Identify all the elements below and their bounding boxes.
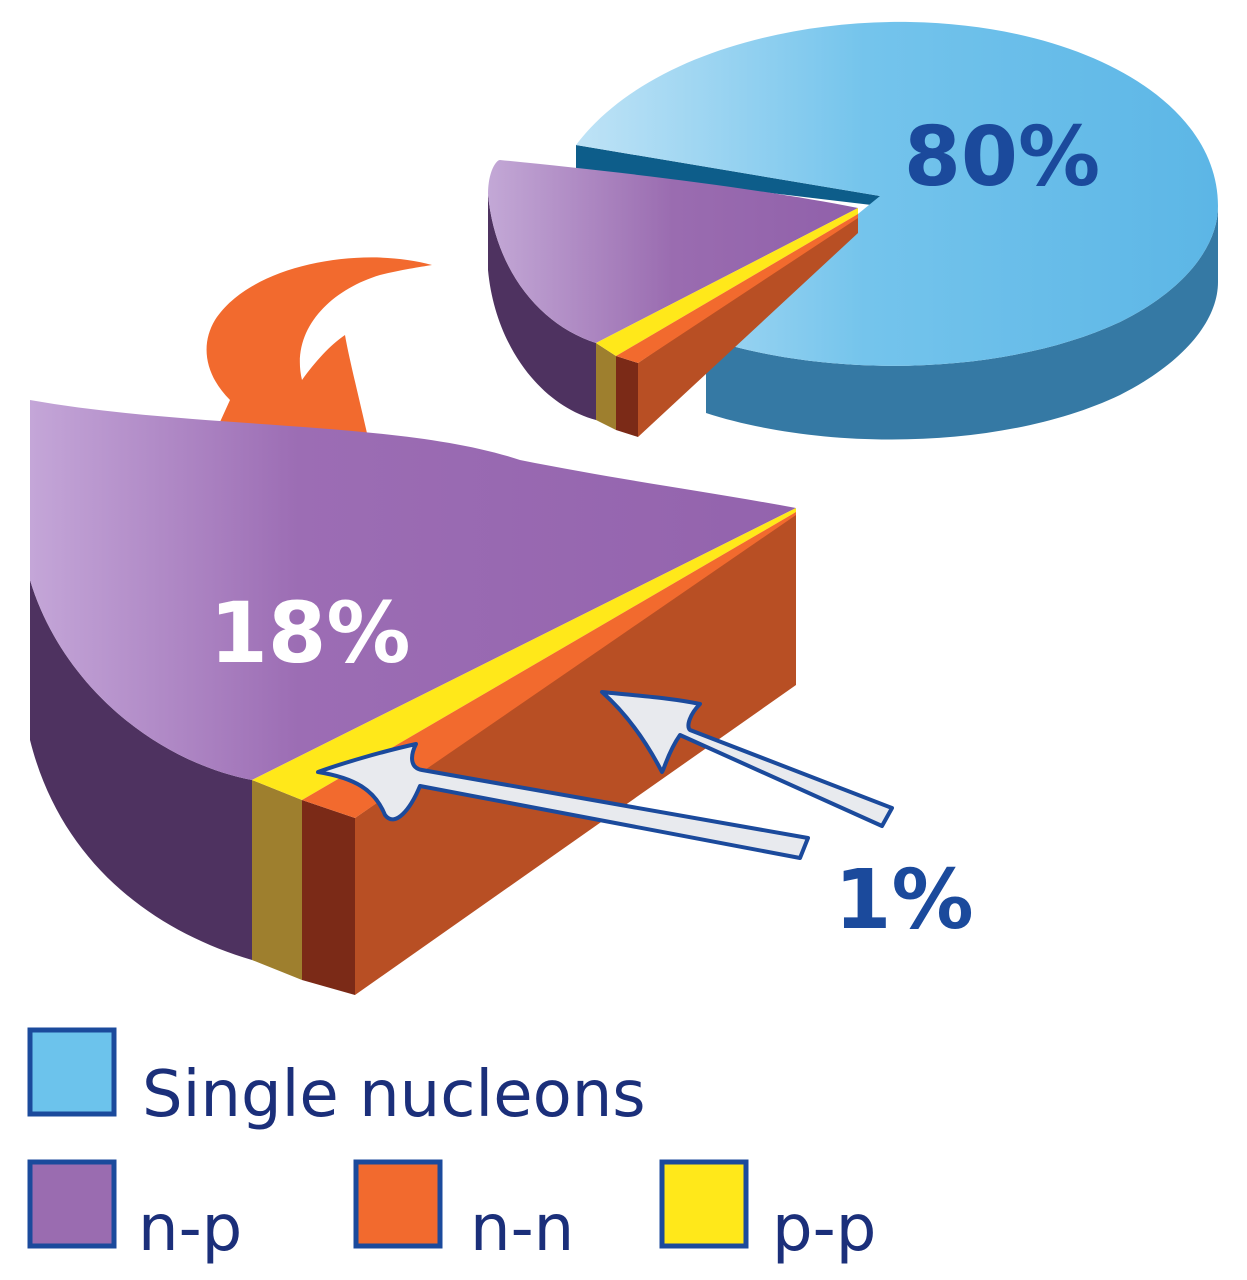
- detail-nn-side: [355, 512, 796, 995]
- detail-slice: 18%: [30, 400, 796, 995]
- slice-nn-wall: [638, 214, 858, 437]
- label-np-pct: 18%: [209, 584, 410, 682]
- legend-swatch-pp: [659, 1159, 749, 1249]
- slice-single-nucleons-side: [706, 206, 1218, 440]
- detail-nn-front: [302, 800, 355, 995]
- main-pie: 80%: [488, 21, 1218, 440]
- legend-swatch-np: [27, 1159, 117, 1249]
- legend: Single nucleons n-p n-n p-p: [27, 1027, 876, 1266]
- legend-label-np: n-p: [138, 1192, 242, 1266]
- legend-label-nn: n-n: [470, 1192, 574, 1266]
- detail-np: [30, 400, 796, 780]
- pointer-arrow-pp: [316, 742, 810, 860]
- detail-np-side: [30, 400, 252, 960]
- slice-pp-side: [596, 343, 616, 430]
- legend-label-single-nucleons: Single nucleons: [142, 1058, 646, 1132]
- pointer-arrow-nn: [600, 690, 894, 828]
- label-small-pct: 1%: [834, 853, 973, 948]
- slice-nn-side: [616, 356, 638, 437]
- slice-nn: [616, 214, 858, 363]
- detail-pp-side: [252, 780, 302, 980]
- slice-single-nucleons-wall: [576, 145, 880, 206]
- slice-np-side: [488, 194, 596, 420]
- label-single-nucleons-pct: 80%: [904, 110, 1100, 205]
- legend-label-pp: p-p: [772, 1192, 876, 1266]
- slice-pp: [596, 208, 858, 356]
- slice-single-nucleons: [576, 21, 1218, 366]
- legend-swatch-single-nucleons: [27, 1027, 117, 1117]
- legend-swatch-nn: [353, 1159, 443, 1249]
- pointer-arrows: 1%: [316, 690, 974, 948]
- slice-np: [488, 160, 858, 343]
- detail-pp: [252, 508, 796, 800]
- detail-nn: [302, 512, 796, 818]
